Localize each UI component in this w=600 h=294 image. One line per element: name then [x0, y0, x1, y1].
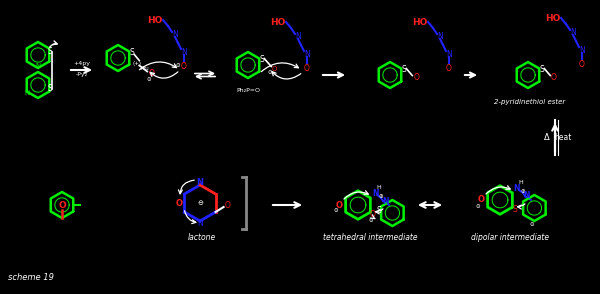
Text: +4py: +4py: [74, 61, 91, 66]
Text: S: S: [260, 55, 265, 64]
Text: O: O: [181, 61, 187, 71]
Text: N: N: [197, 178, 203, 186]
Text: ⊖: ⊖: [334, 208, 338, 213]
Text: scheme 19: scheme 19: [8, 273, 54, 283]
Text: N: N: [579, 46, 585, 54]
Text: O: O: [272, 66, 277, 71]
Text: N: N: [570, 28, 576, 36]
Text: ⊕: ⊕: [521, 188, 526, 193]
Text: N: N: [172, 29, 178, 39]
Text: O: O: [335, 201, 342, 210]
Text: ⊖: ⊖: [475, 203, 480, 208]
Text: N: N: [382, 196, 388, 206]
Text: O: O: [304, 64, 310, 73]
Text: O: O: [550, 73, 556, 82]
Text: S: S: [48, 84, 53, 93]
Text: N: N: [24, 89, 29, 96]
Text: N: N: [372, 188, 378, 198]
Text: N: N: [437, 31, 443, 41]
Text: Ph₂P=O: Ph₂P=O: [236, 88, 260, 93]
Text: 2-pyridinethiol ester: 2-pyridinethiol ester: [494, 99, 566, 105]
Text: N: N: [446, 49, 452, 59]
Text: O: O: [176, 198, 182, 208]
Text: O: O: [224, 201, 230, 210]
Text: O: O: [477, 196, 484, 205]
Text: N: N: [35, 63, 41, 69]
Text: ⊖: ⊖: [176, 63, 181, 68]
Text: ⊖: ⊖: [197, 200, 203, 206]
Text: O: O: [370, 210, 376, 219]
Text: ⊖: ⊖: [147, 77, 152, 82]
Text: N: N: [181, 48, 187, 56]
Text: O: O: [148, 69, 154, 78]
Text: dipolar intermediate: dipolar intermediate: [471, 233, 549, 243]
Text: HO: HO: [412, 18, 428, 26]
Text: S: S: [48, 47, 53, 56]
Text: N: N: [304, 49, 310, 59]
Text: S: S: [540, 65, 545, 74]
Text: O: O: [58, 201, 66, 211]
Text: S: S: [402, 65, 407, 74]
Text: H: H: [518, 180, 523, 185]
Text: N: N: [524, 191, 530, 201]
Text: heat: heat: [554, 133, 572, 141]
Text: N: N: [197, 220, 203, 228]
Text: O: O: [413, 73, 419, 82]
Text: -Py₂: -Py₂: [76, 71, 88, 76]
Text: S: S: [376, 206, 381, 215]
Text: H: H: [377, 185, 382, 190]
Text: ⊕: ⊕: [379, 193, 383, 198]
Text: S: S: [512, 205, 517, 214]
Text: tetrahedral intermediate: tetrahedral intermediate: [323, 233, 418, 243]
Text: N: N: [514, 183, 520, 193]
Text: ⊖: ⊖: [368, 218, 373, 223]
Text: ⊖: ⊖: [268, 70, 272, 75]
Text: HO: HO: [545, 14, 560, 23]
Text: HO: HO: [148, 16, 163, 24]
Text: S: S: [130, 48, 134, 57]
Text: O: O: [446, 64, 452, 73]
Text: HO: HO: [271, 18, 286, 26]
Text: ⊖: ⊖: [529, 221, 533, 226]
Text: lactone: lactone: [188, 233, 216, 241]
Text: N: N: [295, 31, 301, 41]
Text: Δ: Δ: [544, 133, 550, 141]
Text: O: O: [579, 59, 585, 69]
Text: Ph₂: Ph₂: [141, 66, 149, 71]
Text: (+): (+): [133, 61, 142, 66]
